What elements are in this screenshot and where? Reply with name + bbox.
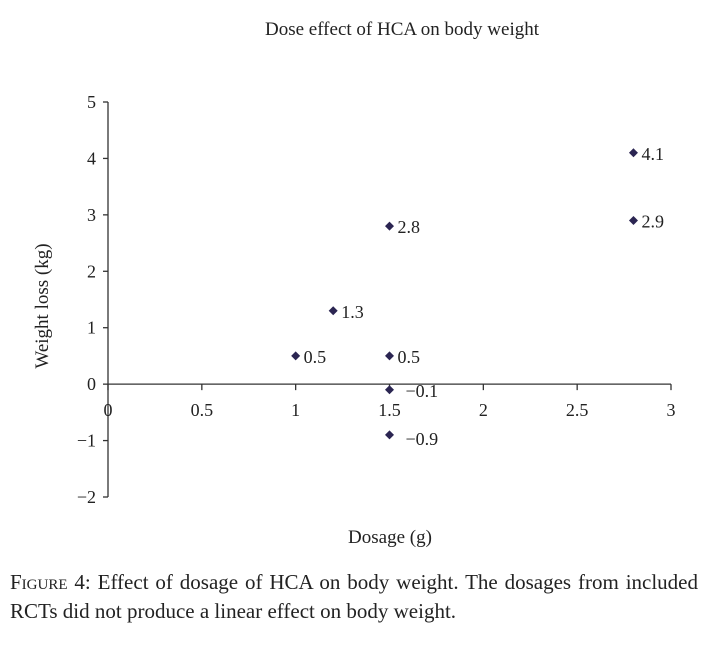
data-label: 1.3: [341, 302, 364, 322]
y-tick-label: −2: [77, 487, 96, 507]
x-tick-label: 2.5: [566, 400, 589, 420]
y-tick-label: 2: [87, 261, 96, 281]
chart-title: Dose effect of HCA on body weight: [265, 19, 540, 40]
axes: −2 −1 0 1 2 3 4 5 0 0.5 1 1.5 2 2.5 3: [77, 92, 676, 507]
data-label: −0.9: [406, 429, 439, 449]
y-tick-label: 1: [87, 318, 96, 338]
y-tick-label: 0: [87, 374, 96, 394]
caption-text: Effect of dosage of HCA on body weight. …: [10, 570, 699, 623]
data-label: 0.5: [304, 347, 327, 367]
data-points: 0.5 1.3 2.8 0.5 −0.1 −0.9 4.1 2.9: [291, 144, 664, 449]
x-tick-label: 2: [479, 400, 488, 420]
y-tick-label: 4: [87, 148, 96, 168]
data-point-marker: [385, 385, 394, 395]
x-tick-label: 1: [291, 400, 300, 420]
x-tick-label: 1.5: [378, 400, 401, 420]
data-point-marker: [291, 351, 301, 361]
data-point-marker: [628, 148, 638, 158]
x-tick-label: 3: [667, 400, 676, 420]
data-label: 2.8: [398, 217, 421, 237]
y-axis-label: Weight loss (kg): [32, 243, 53, 368]
data-label: −0.1: [406, 381, 439, 401]
data-point-marker: [385, 221, 394, 231]
y-tick-label: −1: [77, 431, 96, 451]
data-point-marker: [385, 351, 394, 361]
figure-label: Figure 4:: [10, 570, 91, 594]
x-axis-label: Dosage (g): [348, 527, 432, 548]
data-point-marker: [628, 216, 638, 225]
data-point-marker: [328, 306, 338, 316]
y-tick-label: 3: [87, 205, 96, 225]
scatter-chart: Dose effect of HCA on body weight Weight…: [32, 19, 676, 548]
x-tick-label: 0: [104, 400, 113, 420]
data-label: 2.9: [641, 212, 664, 232]
data-label: 4.1: [641, 144, 664, 164]
y-tick-label: 5: [87, 92, 96, 112]
figure-caption: Figure 4: Effect of dosage of HCA on bod…: [10, 568, 698, 626]
data-point-marker: [385, 430, 394, 440]
data-label: 0.5: [398, 347, 421, 367]
x-tick-label: 0.5: [191, 400, 214, 420]
